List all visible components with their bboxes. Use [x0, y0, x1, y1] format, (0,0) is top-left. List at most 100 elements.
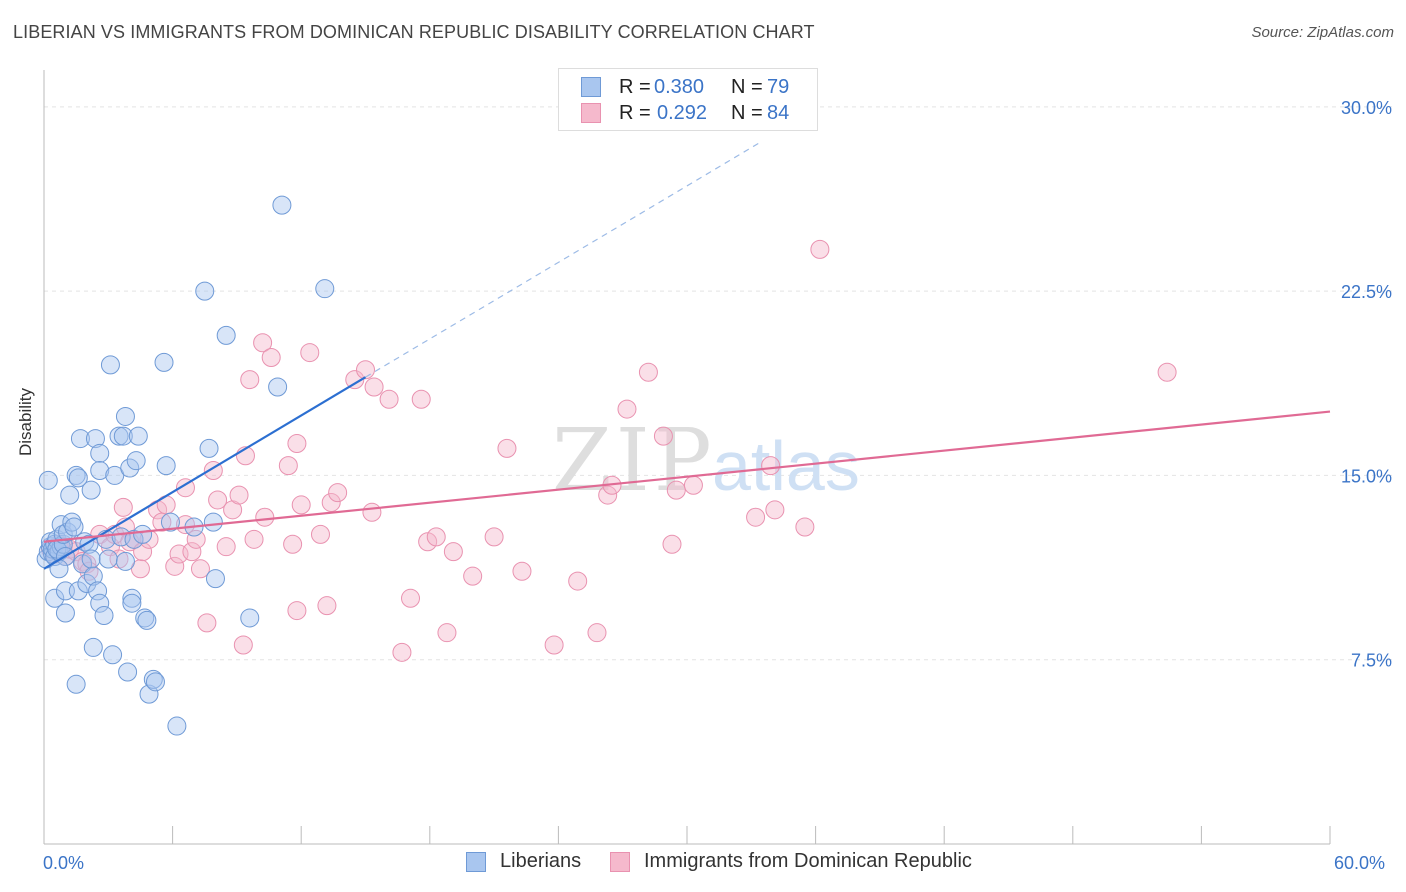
liberian-point: [128, 426, 148, 446]
watermark-zip: ZIP: [552, 411, 716, 511]
dominican-point: [662, 534, 682, 554]
dominican-point: [208, 490, 228, 510]
dominican-point: [379, 389, 399, 409]
dominican-point: [638, 362, 658, 382]
legend-swatch-pink: [610, 851, 630, 872]
liberian-point: [58, 522, 78, 542]
liberian-point: [145, 672, 165, 692]
liberian-point: [115, 406, 135, 426]
liberian-point: [160, 512, 180, 532]
legend-swatch-blue: [581, 77, 601, 97]
liberian-point: [100, 355, 120, 375]
dominican-point: [190, 559, 210, 579]
dominican-point: [666, 480, 686, 500]
dominican-point: [392, 642, 412, 662]
dominican-point: [411, 389, 431, 409]
liberian-point: [122, 593, 142, 613]
dominican-point: [497, 438, 517, 458]
liberian-point: [60, 485, 80, 505]
dominican-point: [598, 485, 618, 505]
dominican-point: [795, 517, 815, 537]
liberian-point: [203, 512, 223, 532]
liberian-point: [126, 451, 146, 471]
liberian-point: [90, 461, 110, 481]
source-label: Source: ZipAtlas.com: [1251, 24, 1394, 41]
dominican-point: [287, 433, 307, 453]
dominican-point: [345, 370, 365, 390]
legend-n-value: 79: [767, 75, 790, 98]
dominican-point: [283, 534, 303, 554]
dominican-point: [328, 483, 348, 503]
x-tick-max: 60.0%: [1334, 853, 1386, 873]
liberian-point: [272, 195, 292, 215]
dominican-point: [229, 485, 249, 505]
liberian-point: [94, 605, 114, 625]
dominican-point: [240, 370, 260, 390]
legend-n-label: N =: [731, 75, 763, 98]
liberian-point: [55, 603, 75, 623]
dominican-point: [810, 239, 830, 259]
dominican-point: [653, 426, 673, 446]
liberian-point: [137, 610, 157, 630]
liberian-point: [103, 645, 123, 665]
liberian-point: [315, 279, 335, 299]
dominican-point: [278, 456, 298, 476]
liberian-point: [62, 512, 82, 532]
dominican-point: [544, 635, 564, 655]
chart-title: LIBERIAN VS IMMIGRANTS FROM DOMINICAN RE…: [13, 22, 815, 42]
liberian-point: [268, 377, 288, 397]
liberian-trend-extension: [365, 140, 763, 378]
y-axis-label: Disability: [16, 387, 35, 456]
legend-r-value: 0.380: [654, 75, 705, 98]
liberian-point: [118, 662, 138, 682]
dominican-point: [244, 529, 264, 549]
legend-r-label: R =: [619, 101, 651, 124]
dominican-point: [761, 456, 781, 476]
dominican-point: [310, 524, 330, 544]
dominican-point: [746, 507, 766, 527]
legend-r-label: R =: [619, 75, 651, 98]
legend-r-value: 0.292: [657, 101, 708, 124]
liberian-point: [70, 429, 90, 449]
dominican-point: [165, 556, 185, 576]
liberian-point: [154, 352, 174, 372]
dominican-point: [291, 495, 311, 515]
legend-n-value: 84: [767, 101, 790, 124]
y-tick-label: 15.0%: [1341, 466, 1392, 486]
dominican-trend-line: [43, 410, 1331, 543]
dominican-point: [253, 333, 273, 353]
trend-lines: [43, 140, 1331, 570]
liberian-point: [85, 429, 105, 449]
liberian-point: [133, 524, 153, 544]
series-legend: Liberians Immigrants from Dominican Repu…: [0, 850, 1406, 878]
liberian-point: [66, 465, 86, 485]
dominican-point: [617, 399, 637, 419]
dominican-point: [233, 635, 253, 655]
liberian-point: [156, 456, 176, 476]
liberian-point: [88, 581, 108, 601]
liberian-point: [135, 608, 155, 628]
liberian-point: [216, 325, 236, 345]
legend-item-dominican[interactable]: Immigrants from Dominican Republic: [610, 850, 972, 873]
liberian-point: [105, 465, 125, 485]
legend-swatch-blue: [466, 851, 486, 872]
dominican-point: [261, 347, 281, 367]
liberian-point: [90, 593, 110, 613]
dominican-point: [317, 596, 337, 616]
liberian-point: [83, 637, 103, 657]
liberian-point: [205, 569, 225, 589]
x-tick-min: 0.0%: [43, 853, 85, 873]
dominican-point: [321, 492, 341, 512]
liberian-point: [143, 669, 163, 689]
dominican-point: [216, 537, 236, 557]
liberian-point: [83, 566, 103, 586]
dominican-point: [765, 500, 785, 520]
legend-swatch-pink: [581, 103, 601, 123]
liberian-point: [64, 517, 84, 537]
legend-item-liberians[interactable]: Liberians: [466, 850, 581, 873]
liberian-point: [90, 443, 110, 463]
liberian-point: [199, 438, 219, 458]
dominican-point: [362, 502, 382, 522]
liberian-point: [139, 684, 159, 704]
